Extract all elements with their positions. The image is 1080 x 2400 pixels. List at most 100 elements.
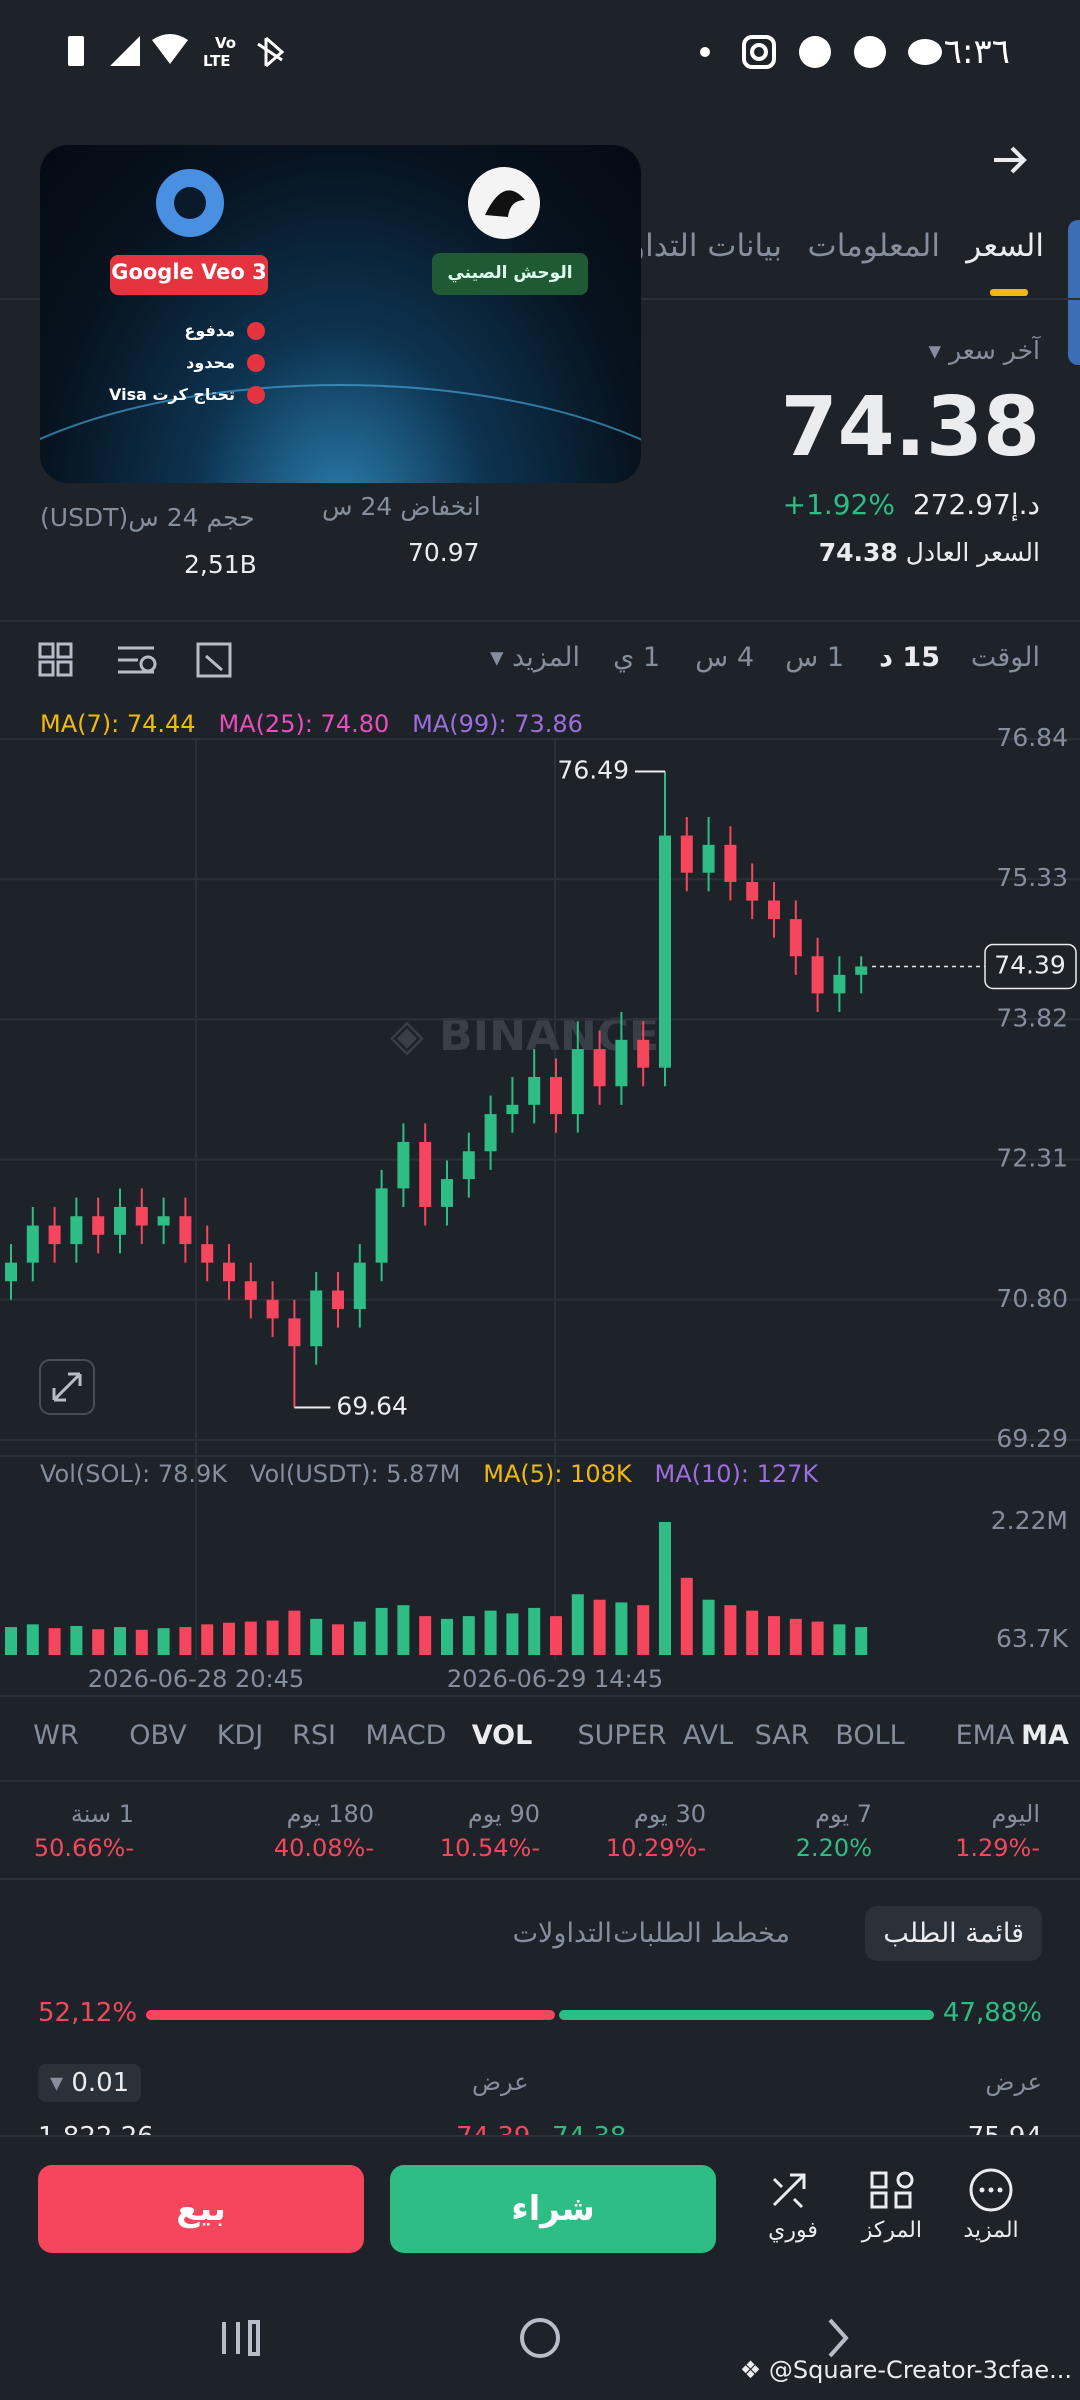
- candle-body: [506, 1104, 519, 1115]
- period-change: 10.54%-: [439, 1834, 540, 1862]
- watermark-text: @Square-Creator-3cfae...: [768, 2356, 1072, 2384]
- buy-ratio: 47,88%: [942, 1998, 1042, 2028]
- order-tab[interactable]: مخطط الطلبات: [613, 1918, 790, 1949]
- icon-label[interactable]: فوري: [768, 2218, 818, 2243]
- interval[interactable]: 1 س: [785, 642, 844, 673]
- tab[interactable]: المعلومات: [807, 228, 940, 264]
- ad-brand: Google Veo 3: [111, 260, 267, 284]
- step-select[interactable]: ▾ 0.01: [38, 2064, 142, 2102]
- candle-body: [26, 1225, 39, 1263]
- side-handle[interactable]: [1068, 220, 1080, 365]
- status-bar: Vo LTE: [68, 34, 942, 70]
- ratio-bar: [146, 2010, 934, 2020]
- volume-bar: [375, 1607, 388, 1655]
- order-tab[interactable]: قائمة الطلب: [865, 1906, 1042, 1961]
- volume-bar: [26, 1624, 39, 1655]
- label: آخر سعر: [949, 336, 1040, 365]
- interval[interactable]: 1 ي: [613, 642, 660, 673]
- indicator-tabs: MA EMA BOLL SAR AVL SUPER VOL MACD RSI KDJ OBV WR: [0, 1720, 1080, 1760]
- change: +1.92%: [782, 488, 896, 521]
- indicator-tab[interactable]: EMA: [955, 1720, 1015, 1751]
- period: 1 سنة: [70, 1800, 134, 1828]
- vol-ma10: MA(10): 127K: [654, 1460, 819, 1488]
- ask-label: عرض: [985, 2068, 1042, 2096]
- interval: الوقت: [970, 642, 1040, 673]
- icon-label[interactable]: المركز: [861, 2218, 922, 2243]
- candle-body: [615, 1039, 628, 1087]
- period-change: 50.66%-: [33, 1834, 134, 1862]
- ad-point: تحتاج كرت Visa: [109, 385, 235, 404]
- indicator-tab[interactable]: KDJ: [216, 1720, 264, 1751]
- volume-bar: [310, 1618, 323, 1655]
- stat-label: انخفاض 24 س: [322, 492, 481, 521]
- price-chart: ◈ BINANCE 76.8475.3373.8272.3170.8069.29…: [0, 723, 1080, 1693]
- last-price-label: آخر سعر ▾: [928, 336, 1040, 365]
- volume-bar: [397, 1605, 410, 1655]
- sell-button[interactable]: بيع: [38, 2165, 364, 2253]
- volume-bar: [550, 1616, 562, 1655]
- order-tab[interactable]: التداولات: [512, 1918, 612, 1949]
- candle-body: [92, 1216, 105, 1235]
- bid-label: عرض: [472, 2068, 529, 2096]
- tab[interactable]: السعر: [966, 228, 1044, 264]
- volume-bar: [353, 1621, 366, 1655]
- ma7: MA(7): 74.44: [40, 710, 196, 738]
- fair-label: السعر العادل: [905, 538, 1040, 567]
- indicator-tab[interactable]: SAR: [754, 1720, 810, 1751]
- vol-ma5: MA(5): 108K: [483, 1460, 632, 1488]
- volume-bar: [855, 1627, 868, 1655]
- candle-body: [157, 1216, 170, 1226]
- volume-bar: [157, 1628, 170, 1655]
- indicator-tab[interactable]: VOL: [471, 1720, 533, 1751]
- vol-legend: Vol(SOL): 78.9K Vol(USDT): 5.87M MA(5): …: [40, 1460, 818, 1488]
- candle-body: [833, 974, 846, 994]
- current-price: 74.39: [994, 950, 1066, 979]
- indicator-tab[interactable]: AVL: [682, 1720, 734, 1751]
- forward-arrow[interactable]: [990, 140, 1030, 180]
- indicator-tab[interactable]: BOLL: [835, 1720, 905, 1751]
- indicator-tab[interactable]: MACD: [365, 1720, 447, 1751]
- volume-bar: [244, 1621, 257, 1655]
- nav-bar: [222, 2318, 849, 2358]
- volume-bar: [462, 1616, 475, 1655]
- chart-tools[interactable]: [38, 642, 238, 678]
- candle-body: [462, 1151, 475, 1180]
- volume-bar: [811, 1621, 824, 1655]
- ad-banner[interactable]: Google Veo 3 الوحش الصيني مدفوع محدود تح…: [40, 145, 641, 483]
- ma25: MA(25): 74.80: [218, 710, 390, 738]
- candle-body: [724, 844, 737, 882]
- buy-button[interactable]: شراء: [390, 2165, 716, 2253]
- volume-bar: [702, 1599, 715, 1655]
- volume-bar: [789, 1618, 802, 1655]
- ad-point: مدفوع: [184, 321, 235, 340]
- stat-label: حجم 24 س(USDT): [40, 503, 255, 532]
- volume-bar: [484, 1610, 497, 1655]
- volume-bar: [5, 1627, 17, 1655]
- candle-body: [593, 1049, 606, 1087]
- candle-body: [5, 1262, 17, 1282]
- interval[interactable]: 15 د: [879, 642, 940, 673]
- candle-body: [201, 1244, 214, 1263]
- volume-bar: [332, 1624, 344, 1655]
- indicator-tab[interactable]: SUPER: [577, 1720, 667, 1751]
- volume-bar: [724, 1605, 737, 1655]
- y-tick-label: 73.82: [996, 1003, 1068, 1032]
- vol-sol: Vol(SOL): 78.9K: [40, 1460, 228, 1488]
- interval-more[interactable]: المزيد ▾: [489, 642, 580, 673]
- candle-body: [702, 844, 715, 873]
- icon-label[interactable]: المزيد: [963, 2218, 1019, 2243]
- indicator-tab[interactable]: RSI: [292, 1720, 336, 1751]
- stat-value: 70.97: [408, 538, 480, 567]
- candle-body: [571, 1049, 584, 1115]
- indicator-tab[interactable]: WR: [33, 1720, 79, 1751]
- indicator-tab[interactable]: OBV: [129, 1720, 187, 1751]
- divider: [0, 1878, 1080, 1880]
- volume-bar: [680, 1577, 693, 1655]
- volume-bar: [637, 1605, 650, 1655]
- indicator-tab[interactable]: MA: [1021, 1720, 1069, 1751]
- action-icons: [772, 2168, 1013, 2212]
- change-row: +1.92% د.إ272.97: [783, 488, 1040, 521]
- candle-body: [70, 1216, 83, 1245]
- interval[interactable]: 4 س: [695, 642, 754, 673]
